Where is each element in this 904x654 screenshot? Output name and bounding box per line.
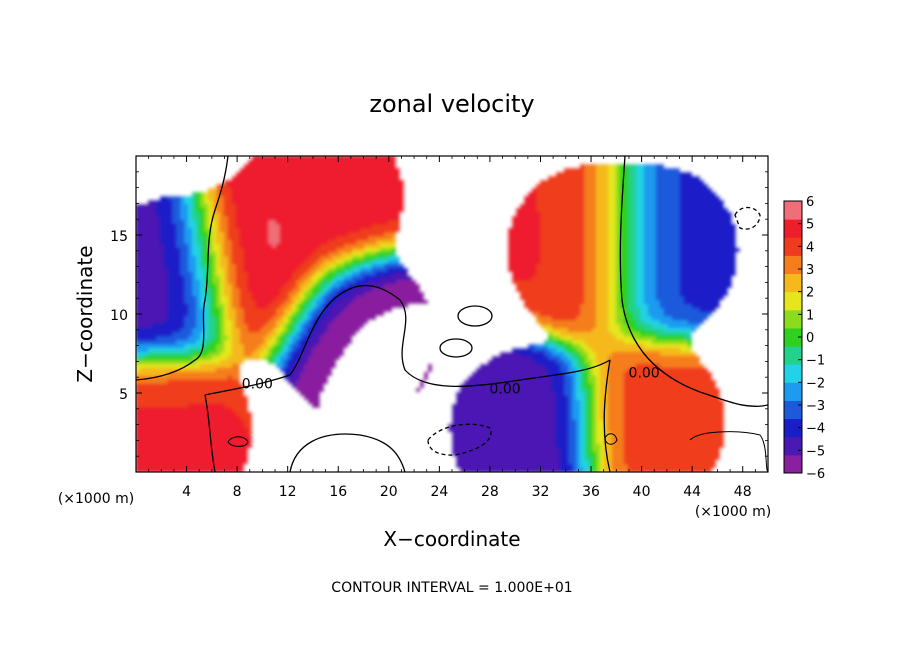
colorbar-tick-label: −4	[806, 422, 825, 437]
closed-contour-upper	[457, 305, 493, 327]
colorbar-swatch	[784, 400, 802, 420]
zero-contour-bottom	[204, 394, 216, 472]
x-unit-right: (×1000 m)	[695, 504, 771, 520]
colorbar-tick-label: −3	[806, 399, 825, 414]
x-tick-label: 4	[182, 484, 191, 500]
colorbar-tick-label: −6	[806, 467, 825, 482]
colorbar-swatch	[784, 201, 802, 220]
x-tick-label: 28	[481, 484, 499, 500]
x-tick-label: 32	[532, 484, 550, 500]
contour-label: 0.00	[242, 377, 273, 393]
zero-contour-left	[136, 156, 229, 381]
colorbar-swatch	[784, 436, 802, 456]
colorbar-tick-label: −1	[806, 354, 825, 369]
colorbar-tick-label: 3	[806, 263, 814, 278]
plot-area: 0.00 0.00 0.00	[135, 155, 769, 473]
colorbar-swatch	[784, 418, 802, 438]
colorbar-tick-label: 6	[806, 195, 814, 210]
contour-labels: 0.00 0.00 0.00	[242, 365, 660, 397]
colorbar-tick-label: −5	[806, 444, 825, 459]
colorbar-swatch	[784, 237, 802, 256]
y-tick-label: 10	[110, 308, 128, 324]
colorbar-swatch	[784, 327, 802, 347]
y-tick-label: 5	[119, 387, 128, 403]
negative-contour-bottom	[427, 423, 492, 456]
zero-contour-bottom-right	[603, 359, 611, 472]
x-axis: 4 8 12 16 20 24 28 32 36 40 44 48	[148, 156, 756, 500]
x-tick-label: 12	[279, 484, 297, 500]
y-tick-label: 15	[110, 229, 128, 245]
x-tick-label: 16	[329, 484, 347, 500]
x-tick-label: 40	[633, 484, 651, 500]
x-unit-left: (×1000 m)	[58, 491, 134, 507]
x-tick-label: 8	[233, 484, 242, 500]
x-tick-label: 48	[734, 484, 752, 500]
chart-title: zonal velocity	[369, 90, 534, 118]
colorbar-swatch	[784, 273, 802, 293]
x-tick-label: 24	[430, 484, 448, 500]
colorbar-tick-label: 5	[806, 218, 814, 233]
contour-small-mid	[604, 433, 618, 445]
x-axis-label: X−coordinate	[383, 527, 520, 551]
x-tick-label: 36	[582, 484, 600, 500]
contour-bottom-right-box	[689, 431, 768, 472]
zero-contour-lower-band	[289, 433, 406, 472]
x-tick-label: 44	[683, 484, 701, 500]
colorbar-swatch	[784, 309, 802, 329]
colorbar-tick-label: −2	[806, 376, 825, 391]
colorbar-swatch	[784, 346, 802, 365]
contour-interval-footer: CONTOUR INTERVAL = 1.000E+01	[331, 580, 572, 596]
colorbar-swatch	[784, 454, 802, 474]
colorbar-swatch	[784, 219, 802, 238]
colorbar-tick-label: 4	[806, 240, 814, 255]
colorbar-tick-label: 0	[806, 331, 814, 346]
y-axis-label: Z−coordinate	[73, 245, 97, 382]
zero-contour-right	[619, 156, 768, 407]
colorbar-tick-label: 2	[806, 286, 814, 301]
colorbar: 6 5 4 3 2 1 0 −1 −2 −3 −4 −5 −6	[783, 195, 825, 482]
y-axis: 5 10 15	[110, 171, 768, 457]
x-tick-label: 20	[380, 484, 398, 500]
zero-contour-central	[204, 285, 611, 396]
colorbar-swatch	[784, 255, 802, 275]
velocity-field	[136, 156, 768, 472]
contour-lines	[136, 156, 768, 472]
colorbar-swatch	[784, 364, 802, 383]
colorbar-swatch	[784, 291, 802, 311]
closed-contour-lower	[439, 338, 473, 358]
colorbar-tick-label: 1	[806, 308, 814, 323]
colorbar-swatch	[784, 382, 802, 401]
contour-label: 0.00	[629, 365, 660, 381]
contour-label: 0.00	[490, 381, 521, 397]
negative-contour-topright	[734, 206, 761, 230]
contour-small-left	[227, 436, 249, 447]
